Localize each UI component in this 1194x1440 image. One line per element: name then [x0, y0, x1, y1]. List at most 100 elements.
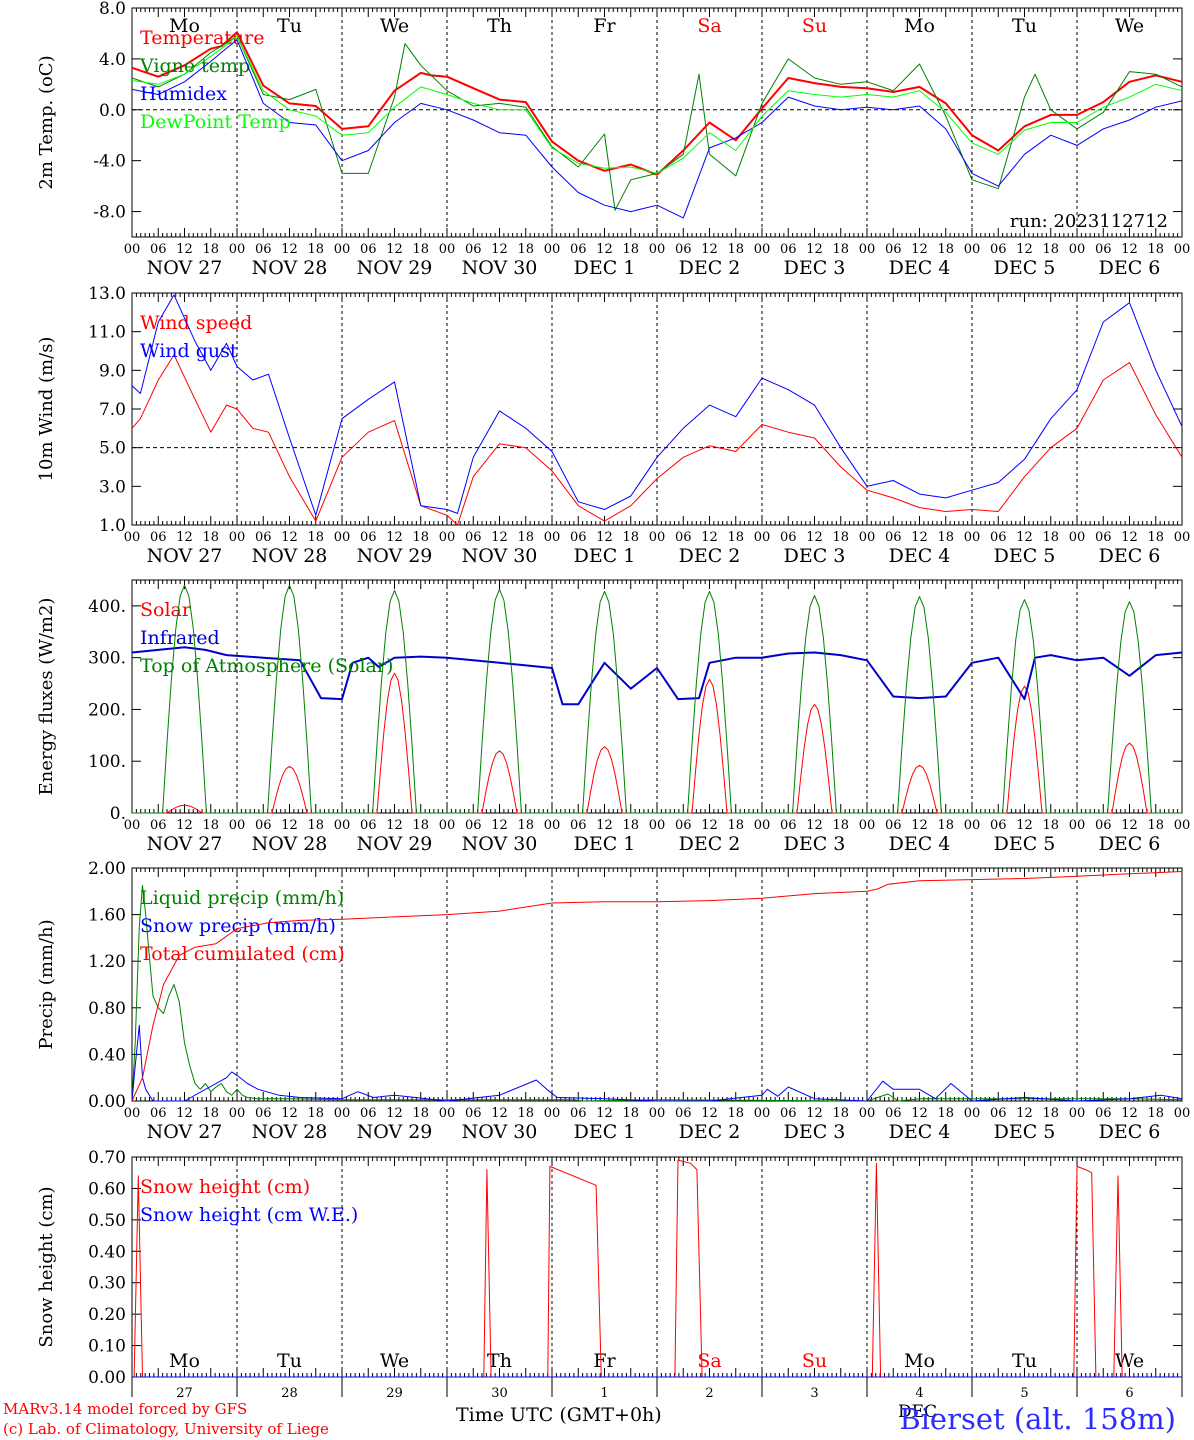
y-tick-label: 13.0: [88, 284, 126, 304]
date-label: NOV 28: [252, 1121, 328, 1143]
hour-label: 18: [202, 242, 219, 257]
date-label: DEC 5: [994, 1121, 1056, 1143]
hour-label: 18: [1042, 530, 1059, 545]
hour-label: 00: [439, 1106, 456, 1121]
series-line-vigne-temp: [131, 35, 1183, 211]
hour-label: 18: [412, 530, 429, 545]
date-label: NOV 28: [252, 257, 328, 279]
day-number-label: 29: [386, 1386, 403, 1401]
weekday-label: Fr: [593, 1350, 616, 1372]
y-axis-label: 10m Wind (m/s): [36, 337, 57, 482]
legend-entry: Total cumulated (cm): [140, 943, 345, 965]
y-tick-label: 0.00: [88, 1368, 126, 1388]
weekday-label: Sa: [697, 15, 721, 37]
hour-label: 18: [412, 1106, 429, 1121]
hour-label: 18: [727, 530, 744, 545]
hour-label: 00: [229, 242, 246, 257]
date-label: NOV 28: [252, 545, 328, 567]
hour-label: 12: [701, 818, 718, 833]
series-line-dewpoint-temp: [131, 35, 1183, 174]
hour-label: 00: [334, 1106, 351, 1121]
hour-label: 12: [1016, 530, 1033, 545]
legend-entry: Wind speed: [140, 312, 252, 334]
hour-label: 00: [1069, 818, 1086, 833]
legend-entry: Snow height (cm W.E.): [140, 1204, 358, 1226]
legend-entry: Liquid precip (mm/h): [140, 887, 344, 909]
y-tick-label: 9.0: [99, 361, 126, 381]
day-number-label: 4: [915, 1386, 923, 1401]
date-label: DEC 4: [889, 1121, 951, 1143]
date-label: DEC 3: [784, 833, 846, 855]
hour-label: 12: [491, 242, 508, 257]
hour-label: 06: [885, 530, 902, 545]
hour-label: 06: [465, 530, 482, 545]
legend-entry: Snow height (cm): [140, 1176, 310, 1198]
hour-label: 12: [176, 242, 193, 257]
hour-label: 18: [202, 1106, 219, 1121]
hour-label: 18: [937, 242, 954, 257]
hour-label: 12: [386, 530, 403, 545]
hour-label: 00: [754, 818, 771, 833]
hour-label: 12: [596, 530, 613, 545]
hour-label: 00: [964, 1106, 981, 1121]
hour-label: 06: [570, 1106, 587, 1121]
date-label: NOV 30: [462, 833, 538, 855]
hour-label: 12: [491, 1106, 508, 1121]
legend-entry: Humidex: [140, 83, 227, 105]
hour-label: 06: [570, 530, 587, 545]
date-label: DEC 3: [784, 545, 846, 567]
hour-label: 18: [307, 530, 324, 545]
weekday-label: Tu: [1012, 15, 1037, 37]
hour-label: 06: [255, 530, 272, 545]
hour-label: 06: [255, 242, 272, 257]
hour-label: 12: [911, 530, 928, 545]
day-number-label: 5: [1020, 1386, 1028, 1401]
date-label: NOV 27: [147, 1121, 223, 1143]
date-label: DEC 4: [889, 545, 951, 567]
panel-temp: 8.0 4.0 0.0 -4.0 -8.0 2m Temp. (oC) Mo Tu We Th Fr…: [36, 0, 1190, 279]
date-label: DEC 6: [1099, 257, 1161, 279]
y-tick-label: 0.: [110, 804, 126, 824]
hour-label: 06: [780, 242, 797, 257]
legend-entry: Wind gust: [140, 340, 238, 362]
hour-label: 00: [1069, 530, 1086, 545]
hour-label: 06: [675, 1106, 692, 1121]
day-number-label: 1: [600, 1386, 608, 1401]
weekday-label: Fr: [593, 15, 616, 37]
hour-label: 00: [1174, 530, 1191, 545]
y-tick-label: 0.50: [88, 1211, 126, 1231]
hour-label: 18: [937, 818, 954, 833]
panel-precip: 2.00 1.60 1.20 0.80 0.40 0.00 Precip (mm/h) 00 0…: [36, 859, 1190, 1143]
hour-label: 18: [202, 530, 219, 545]
hour-label: 12: [281, 530, 298, 545]
date-label: NOV 30: [462, 1121, 538, 1143]
series-line-total-cumulated-cm-: [131, 871, 1183, 1102]
date-label: DEC 5: [994, 833, 1056, 855]
hour-label: 12: [596, 242, 613, 257]
hour-label: 06: [360, 530, 377, 545]
hour-label: 12: [386, 242, 403, 257]
y-tick-label: 4.0: [99, 50, 126, 70]
hour-label: 18: [1147, 530, 1164, 545]
day-number-label: 28: [281, 1386, 298, 1401]
hour-label: 18: [622, 818, 639, 833]
day-number-label: 27: [176, 1386, 193, 1401]
hour-label: 00: [124, 242, 141, 257]
legend-entry: DewPoint Temp: [140, 111, 291, 133]
hour-label: 00: [544, 242, 561, 257]
hour-label: 06: [1095, 530, 1112, 545]
date-label: NOV 30: [462, 257, 538, 279]
hour-label: 12: [491, 818, 508, 833]
hour-label: 18: [727, 818, 744, 833]
hour-label: 06: [150, 818, 167, 833]
y-tick-label: 0.10: [88, 1337, 126, 1357]
date-label: NOV 29: [357, 1121, 433, 1143]
weekday-label: Mo: [904, 1350, 935, 1372]
hour-label: 18: [622, 242, 639, 257]
series-line-snow-precip-mm-h-: [131, 1024, 1183, 1102]
hour-label: 06: [1095, 1106, 1112, 1121]
hour-label: 12: [911, 1106, 928, 1121]
hour-label: 06: [360, 1106, 377, 1121]
hour-label: 18: [832, 818, 849, 833]
